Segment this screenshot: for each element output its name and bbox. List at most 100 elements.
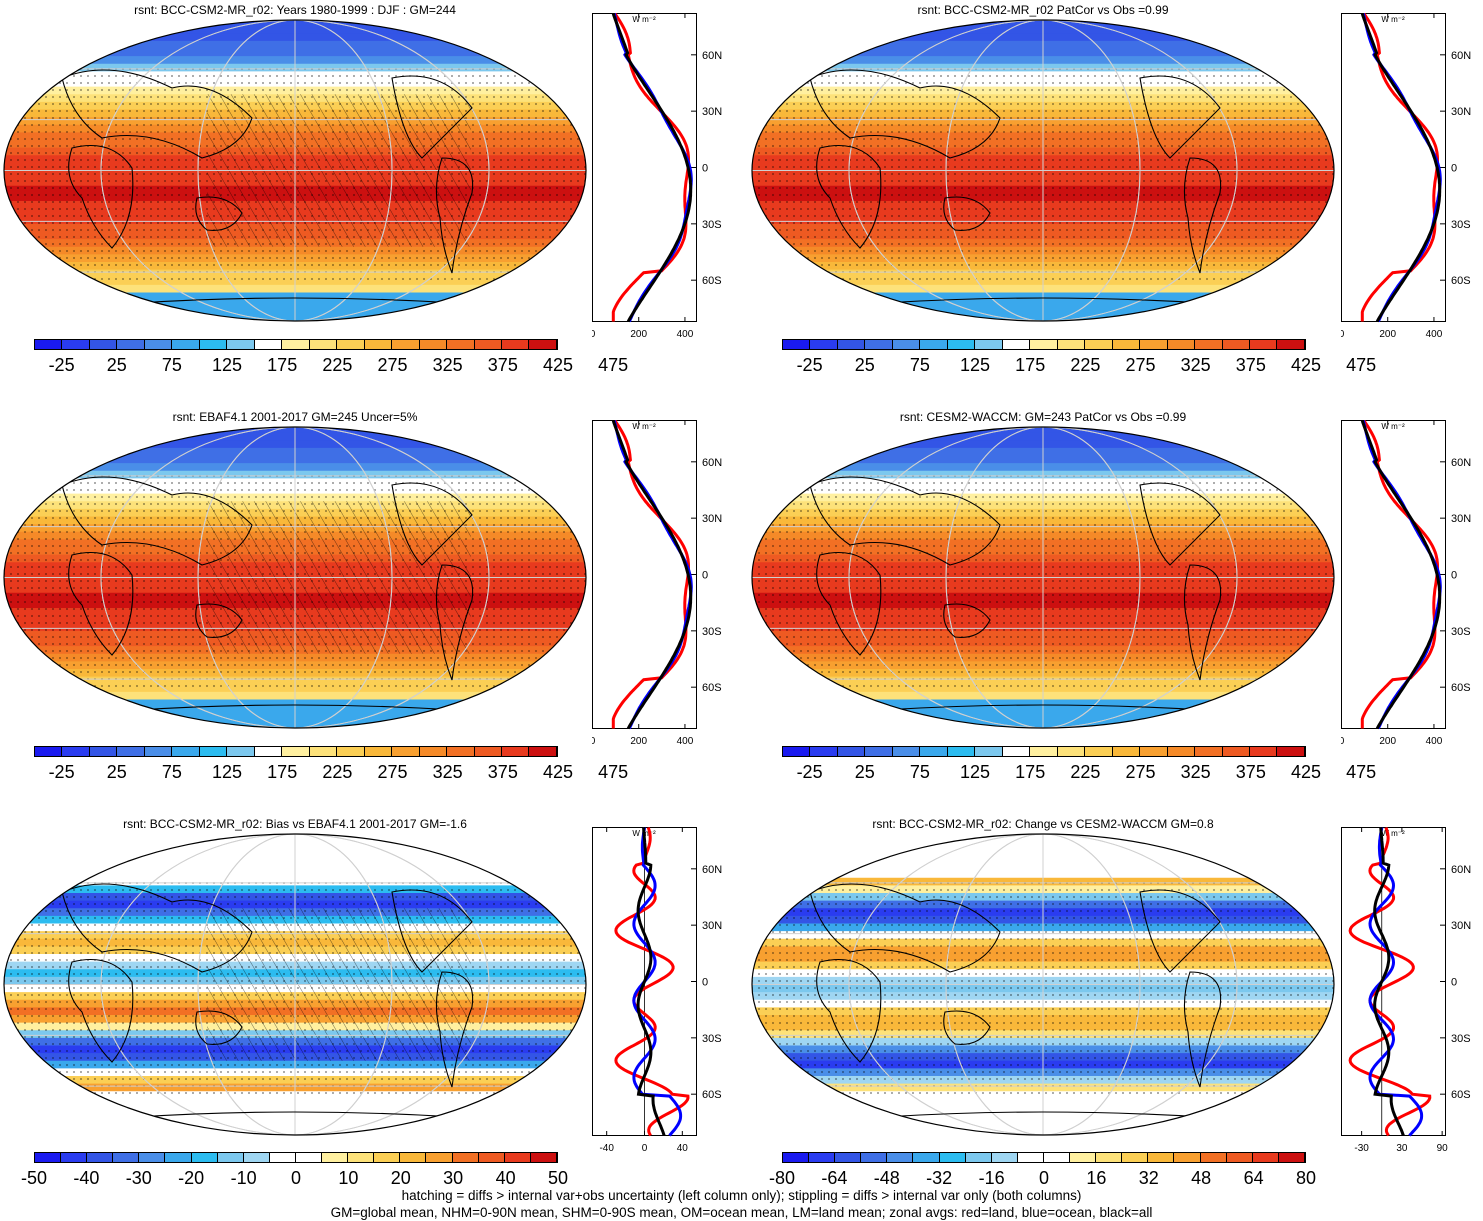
coastline [943, 603, 991, 638]
zonal-x-tick-label: 0 [592, 329, 596, 340]
colorbar-tick-label: -25 [796, 762, 823, 782]
colorbar-swatch [1030, 747, 1058, 756]
colorbar-swatch [254, 340, 283, 349]
colorbar-tick-label: 225 [322, 762, 353, 782]
coastline [1139, 482, 1221, 566]
colorbar-swatch [1200, 1153, 1227, 1162]
zonal-all-curve [611, 420, 693, 730]
colorbar-swatch [1030, 340, 1058, 349]
colorbar-tick-label: 80 [1295, 1168, 1317, 1188]
lat-tick-label: 60S [702, 682, 722, 694]
colorbar-swatch [348, 1153, 375, 1162]
colorbar-swatch [89, 747, 118, 756]
colorbar-tick-label: -64 [821, 1168, 848, 1188]
colorbar-swatch [295, 1153, 323, 1162]
colorbar-swatch [117, 340, 145, 349]
colorbar-tick-label: 175 [1015, 762, 1046, 782]
lat-tick-label: 0 [702, 570, 708, 582]
coastline [943, 196, 991, 231]
colorbar-swatch [337, 747, 365, 756]
colorbar-swatch [419, 747, 448, 756]
colorbar-swatch [1057, 340, 1086, 349]
lat-tick-label: 30S [702, 626, 722, 638]
colorbar-swatch [501, 747, 530, 756]
colorbar-swatch [1167, 747, 1196, 756]
lat-tick-label: 30S [1451, 219, 1471, 231]
colorbar-tick-label: 425 [542, 355, 574, 375]
graticule-meridian [100, 427, 490, 728]
graticule-meridian [197, 427, 393, 728]
colorbar-swatch [975, 340, 1003, 349]
colorbar-tick-label: 325 [1180, 355, 1211, 375]
colorbar-swatch [199, 747, 228, 756]
colorbar-tick-label: -40 [73, 1168, 100, 1188]
colorbar-swatch [474, 747, 502, 756]
coastline [195, 196, 243, 231]
zonal-all-curve [1360, 420, 1442, 730]
lat-tick-label: 60N [702, 457, 722, 469]
lat-tick-label: 0 [1451, 977, 1457, 989]
coastline [816, 958, 882, 1063]
lat-tick-label: 60S [1451, 275, 1471, 287]
graticule-meridian [100, 834, 490, 1135]
lat-tick-label: 60S [702, 275, 722, 287]
map-projection [751, 19, 1335, 322]
zonal-x-tick-label: 90 [1437, 1143, 1449, 1154]
lat-tick-label: 0 [1451, 570, 1457, 582]
zonal-units-label: W m⁻² [1381, 829, 1405, 838]
zonal-x-tick-label: 200 [1379, 329, 1396, 340]
lat-tick-label: 30S [702, 1033, 722, 1045]
lat-tick-label: 30N [1451, 106, 1471, 118]
zonal-x-tick-label: 0 [592, 736, 596, 747]
colorbar-swatch [309, 747, 338, 756]
coastline [61, 476, 253, 566]
colorbar-swatch [530, 1153, 557, 1162]
colorbar-swatch [62, 340, 90, 349]
graticule-meridian [848, 427, 1238, 728]
colorbar-tick-label: 375 [1235, 355, 1266, 375]
colorbar-tick-label: 25 [106, 355, 127, 375]
colorbar-swatch [783, 340, 811, 349]
colorbar-swatch [1277, 340, 1305, 349]
map-projection [751, 833, 1335, 1136]
map-projection [3, 426, 587, 729]
colorbar-tick-label: 275 [1125, 762, 1156, 782]
colorbar-tick-label: 125 [960, 355, 991, 375]
colorbar-swatch [419, 340, 448, 349]
zonal-land-curve [614, 827, 690, 1137]
colorbar-tick-label: 64 [1243, 1168, 1264, 1188]
map-projection [3, 19, 587, 322]
colorbar-tick-label: 425 [1290, 355, 1322, 375]
zonal-x-tick-label: 400 [677, 329, 694, 340]
colorbar-tick-label: 175 [1015, 355, 1046, 375]
colorbar-tick-label: -25 [48, 355, 75, 375]
zonal-average-plot: W m⁻² 60N 30N 0 30S 60S 0 200 400 [1341, 420, 1471, 747]
colorbar-swatch [426, 1153, 453, 1162]
colorbar-tick-label: 325 [1180, 762, 1211, 782]
colorbar-tick-label: 475 [1346, 355, 1377, 375]
colorbar [782, 339, 1306, 350]
colorbar-swatch [1122, 1153, 1149, 1162]
coastline [195, 1010, 243, 1045]
coastline [816, 551, 882, 656]
zonal-average-plot: W m⁻² 60N 30N 0 30S 60S 0 200 400 [592, 420, 722, 747]
colorbar-swatch [1002, 340, 1031, 349]
colorbar-swatch [1167, 340, 1196, 349]
colorbar-swatch [947, 747, 976, 756]
colorbar-tick-label: 225 [1070, 762, 1101, 782]
coastline [68, 958, 134, 1063]
coastline [435, 564, 474, 681]
colorbar-swatch [1096, 1153, 1123, 1162]
zonal-average-plot: W m⁻² 60N 30N 0 30S 60S 0 200 400 [592, 13, 722, 340]
coastline [61, 883, 253, 973]
colorbar-swatch [392, 747, 420, 756]
colorbar-tick-label: 75 [161, 762, 182, 782]
colorbar-swatch [227, 747, 255, 756]
colorbar-swatch [861, 1153, 888, 1162]
graticule-meridian [848, 834, 1238, 1135]
colorbar-swatch [529, 747, 557, 756]
lat-tick-label: 60N [1451, 457, 1471, 469]
colorbar-swatch [892, 340, 921, 349]
lat-tick-label: 60N [702, 50, 722, 62]
colorbar-swatch [364, 747, 393, 756]
